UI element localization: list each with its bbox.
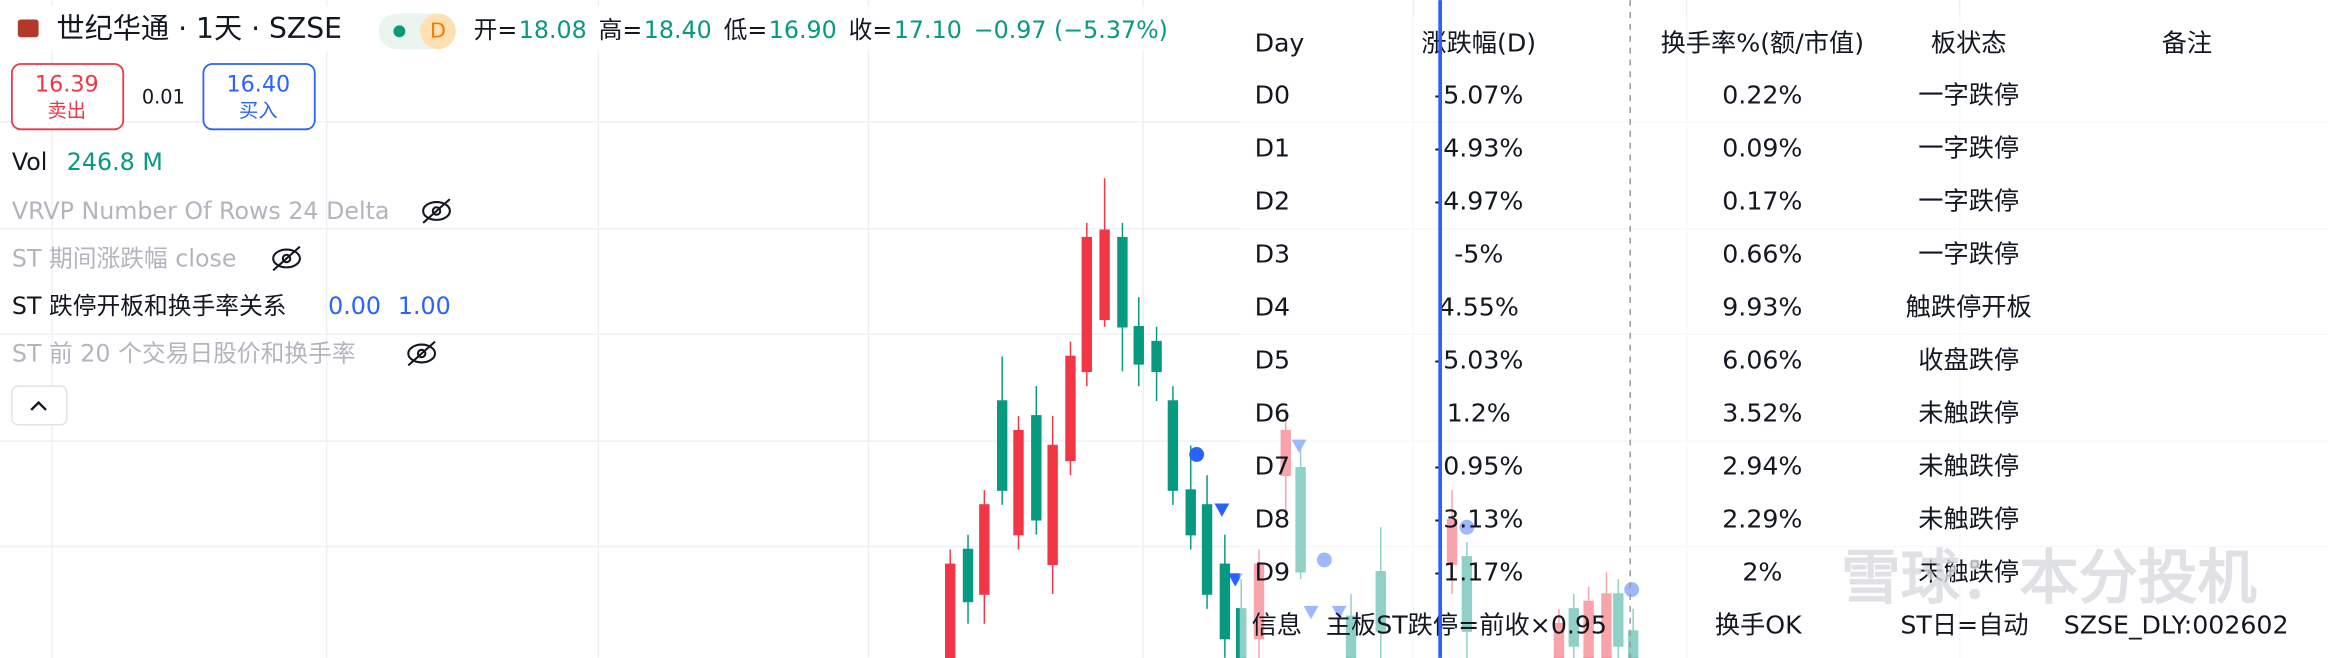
table-cell: -5% <box>1454 240 1503 269</box>
table-cell: D6 <box>1255 399 1290 428</box>
table-cell: 一字跌停 <box>1918 187 2019 216</box>
table-cell: 3.52% <box>1722 399 1802 428</box>
column-header: Day <box>1255 29 1305 58</box>
column-header: 换手率%(额/市值) <box>1661 29 1864 58</box>
ohlc-value: 18.08 <box>519 16 587 44</box>
indicator-st-prev[interactable]: ST 前 20 个交易日股价和换手率 <box>12 339 356 367</box>
table-cell: D8 <box>1255 505 1290 534</box>
table-cell: 2.94% <box>1722 452 1802 481</box>
table-footer: 主板ST跌停=前收×0.95 <box>1326 611 1607 640</box>
table-cell: 2.29% <box>1722 505 1802 534</box>
change: −0.97 (−5.37%) <box>974 16 1168 44</box>
table-cell: 未触跌停 <box>1918 558 2019 587</box>
column-header: 板状态 <box>1931 29 2007 58</box>
indicator-st-change[interactable]: ST 期间涨跌幅 close <box>12 244 237 272</box>
table-cell: 一字跌停 <box>1918 240 2019 269</box>
table-cell: 2% <box>1742 558 1782 587</box>
hidden-icon[interactable] <box>407 340 437 367</box>
table-cell: -4.93% <box>1434 134 1523 163</box>
table-cell: D4 <box>1255 293 1290 322</box>
sell-price: 16.39 <box>35 71 99 97</box>
indicator-value: 0.00 <box>328 292 381 320</box>
table-cell: 1.2% <box>1447 399 1511 428</box>
ohlc-label: 开= <box>474 16 518 44</box>
table-cell: 9.93% <box>1722 293 1802 322</box>
table-cell: 一字跌停 <box>1918 134 2019 163</box>
table-cell: 一字跌停 <box>1918 81 2019 110</box>
sell-button[interactable] <box>10 63 125 131</box>
table-footer: 信息 <box>1252 611 1302 640</box>
hidden-icon[interactable] <box>422 198 451 224</box>
table-cell: 6.06% <box>1722 346 1802 375</box>
buy-price: 16.40 <box>226 71 290 97</box>
vol-label: Vol <box>12 148 48 176</box>
table-cell: D1 <box>1255 134 1290 163</box>
indicator-legend: Vol 246.8 M VRVP Number Of Rows 24 Delta… <box>11 148 451 426</box>
sell-label: 卖出 <box>48 99 87 122</box>
order-panel: 16.39 卖出 0.01 16.40 买入 <box>10 63 316 131</box>
logo <box>17 19 39 38</box>
header: 世纪华通 · 1天 · SZSE D 开= 18.08 高= 18.40 低= 16.90… <box>0 6 1196 51</box>
table-cell: 0.66% <box>1722 240 1802 269</box>
table-footer: ST日=自动 <box>1900 611 2028 640</box>
table-cell: D0 <box>1255 81 1290 110</box>
ohlc-value: 16.90 <box>769 16 837 44</box>
table-footer: 换手OK <box>1715 611 1803 640</box>
watermark: 雪球：本分投机 <box>1841 544 2257 613</box>
table-cell: 0.17% <box>1722 187 1802 216</box>
table-cell: -5.07% <box>1434 81 1523 110</box>
badge: D <box>430 18 446 42</box>
table-cell: -1.17% <box>1434 558 1523 587</box>
table-cell: 未触跌停 <box>1918 452 2019 481</box>
table-cell: 触跌停开板 <box>1906 293 2032 322</box>
ohlc-value: 18.40 <box>644 16 712 44</box>
column-header: 备注 <box>2162 29 2212 58</box>
ohlc-label: 收= <box>849 16 893 44</box>
ohlc-value: 17.10 <box>894 16 962 44</box>
table-cell: D7 <box>1255 452 1290 481</box>
buy-button[interactable] <box>202 63 316 131</box>
table-cell: 4.55% <box>1439 293 1519 322</box>
indicator-vrvp[interactable]: VRVP Number Of Rows 24 Delta <box>12 197 390 225</box>
table-footer: SZSE_DLY:002602 <box>2064 611 2289 640</box>
hidden-icon[interactable] <box>272 245 301 272</box>
collapse-button[interactable] <box>11 385 68 426</box>
table-cell: 未触跌停 <box>1918 399 2019 428</box>
table-cell: D2 <box>1255 187 1290 216</box>
table-cell: -0.95% <box>1434 452 1523 481</box>
table-cell: -4.97% <box>1434 187 1523 216</box>
table-cell: D3 <box>1255 240 1290 269</box>
ohlc-label: 高= <box>599 16 643 44</box>
buy-label: 买入 <box>239 99 278 122</box>
table-cell: 0.22% <box>1722 81 1802 110</box>
table-cell: 未触跌停 <box>1918 505 2019 534</box>
table-cell: -3.13% <box>1434 505 1523 534</box>
vol-value: 246.8 M <box>67 148 163 176</box>
table-cell: D9 <box>1255 558 1290 587</box>
ohlc-label: 低= <box>724 16 768 44</box>
table-cell: 收盘跌停 <box>1918 346 2019 375</box>
table-cell: -5.03% <box>1434 346 1523 375</box>
table-cell: D5 <box>1255 346 1290 375</box>
symbol: 世纪华通 · 1天 · SZSE <box>56 12 342 45</box>
spread: 0.01 <box>142 86 185 109</box>
table-cell: 0.09% <box>1722 134 1802 163</box>
indicator-st-limit[interactable]: ST 跌停开板和换手率关系 <box>12 292 287 320</box>
indicator-value: 1.00 <box>398 292 451 320</box>
